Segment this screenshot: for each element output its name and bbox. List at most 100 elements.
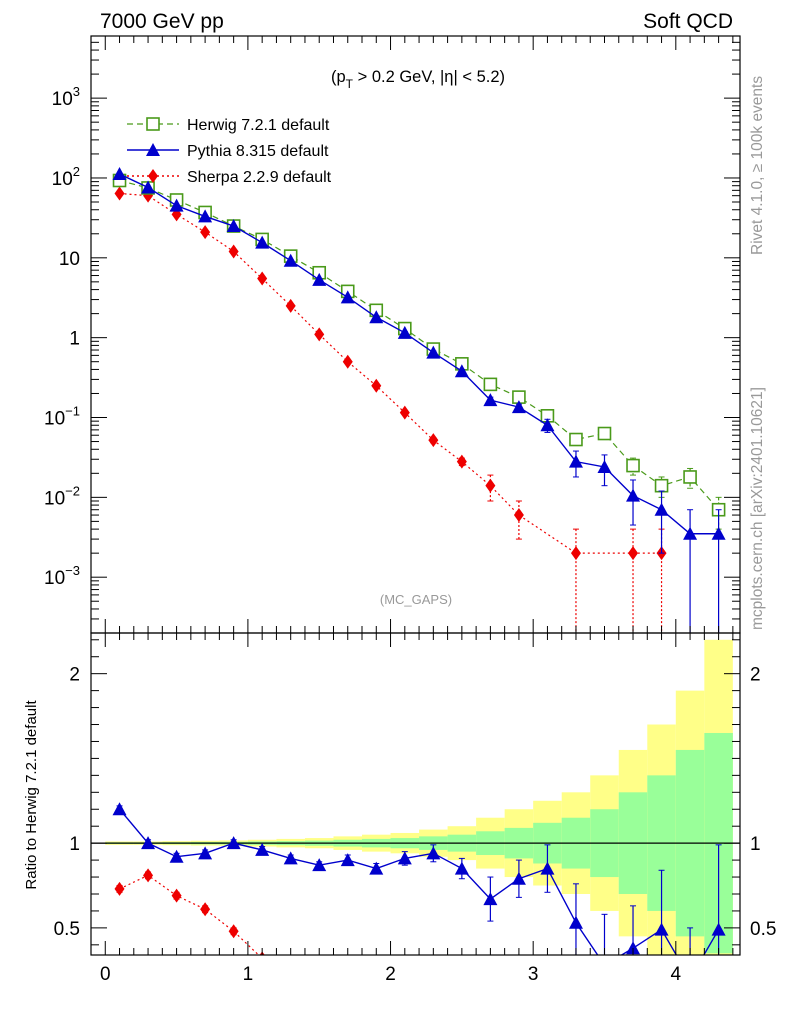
cut-label-sub: T [346, 77, 354, 91]
pythia-point [483, 393, 498, 407]
pythia-ratio-point [226, 836, 241, 850]
pythia-point [568, 454, 583, 468]
sherpa-point [513, 508, 524, 523]
pythia-point [454, 364, 469, 378]
pythia-point [312, 272, 327, 286]
pythia-ratio-line [118, 808, 720, 955]
ratio-ytick-label-left: 0.5 [54, 919, 80, 940]
watermark: (MC_GAPS) [380, 592, 452, 607]
pythia-ratio-point [683, 972, 697, 985]
main-ytick-base: 10 [52, 169, 73, 190]
pythia-ratio-point [169, 849, 184, 863]
header-right: Soft QCD [643, 10, 733, 33]
pythia-ratio-point [312, 858, 327, 872]
legend-sherpa-marker [148, 169, 158, 183]
pythia-ratio-point [397, 851, 412, 865]
sherpa-ratio-point [200, 902, 211, 917]
pythia-point [711, 526, 726, 540]
main-ytick-base: 10 [44, 568, 65, 589]
sherpa-point [570, 546, 581, 561]
pythia-ratio-point [340, 853, 355, 867]
pythia-point [112, 167, 127, 181]
x-tick-label: 0 [100, 964, 111, 985]
pythia-ratio-point [454, 861, 469, 875]
main-ytick-label: 10−1 [44, 404, 80, 430]
pythia-point [683, 526, 698, 540]
main-ytick-label: 103 [52, 84, 80, 110]
pythia-point [226, 219, 241, 233]
pythia-ratio-point [626, 941, 641, 955]
legend-herwig-label: Herwig 7.2.1 default [187, 117, 330, 134]
pythia-point [540, 418, 555, 432]
x-axis-ticks: 0 1 2 3 4 [100, 36, 734, 985]
pythia-point [654, 502, 669, 516]
main-ytick-label: 10−2 [44, 483, 80, 509]
pythia-ratio-point [568, 915, 583, 929]
legend: Herwig 7.2.1 default Pythia 8.315 defaul… [127, 117, 332, 186]
cut-label-open: (p [331, 68, 346, 86]
sherpa-ratio-line [119, 874, 260, 955]
mcplots-label: mcplots.cern.ch [arXiv:2401.10621] [749, 387, 766, 630]
pythia-point [283, 253, 298, 267]
pythia-ratio-point [283, 851, 298, 865]
main-ytick-exponent: −1 [65, 404, 80, 419]
sherpa-ratio-point [171, 888, 182, 903]
sherpa-line [119, 192, 662, 554]
pythia-ratio-point [654, 922, 669, 936]
rivet-label: Rivet 4.1.0, ≥ 100k events [749, 76, 766, 255]
herwig-point [569, 432, 583, 447]
legend-herwig: Herwig 7.2.1 default [127, 117, 330, 134]
legend-sherpa-label: Sherpa 2.2.9 default [187, 169, 332, 186]
pythia-point [141, 180, 156, 194]
legend-herwig-marker [146, 117, 160, 131]
pythia-point [511, 400, 526, 414]
ratio-axis-ticks: 0.5 0.5 1 1 2 2 [54, 639, 776, 946]
herwig-point [626, 458, 640, 473]
sherpa-point [228, 244, 239, 259]
ratio-bands [105, 639, 733, 955]
pythia-point [397, 325, 412, 339]
main-ytick-base: 10 [44, 488, 65, 509]
pythia-point [626, 488, 641, 502]
pythia-point [597, 459, 612, 473]
main-ytick-exponent: 3 [73, 84, 80, 99]
ratio-ylabel: Ratio to Herwig 7.2.1 default [23, 700, 40, 890]
sherpa-ratio-point [228, 924, 239, 939]
pythia-point [426, 345, 441, 359]
main-ytick-label: 1 [69, 329, 80, 350]
sherpa-point [200, 225, 211, 240]
x-tick-label: 4 [671, 964, 682, 985]
cut-label: (pT > 0.2 GeV, |η| < 5.2) [331, 68, 505, 91]
pythia-ratio-point [426, 846, 441, 860]
pythia-ratio-point [255, 842, 270, 856]
main-ytick-base: 10 [44, 409, 65, 430]
legend-sherpa: Sherpa 2.2.9 default [127, 169, 332, 186]
main-ytick-label: 102 [52, 164, 80, 190]
sherpa-ratio-point [143, 868, 154, 883]
ratio-ytick-label-right: 1 [750, 834, 761, 855]
ratio-ytick-label-right: 0.5 [750, 919, 776, 940]
main-ytick-exponent: 2 [73, 164, 80, 179]
sherpa-point [456, 454, 467, 469]
ratio-panel: 0.5 0.5 1 1 2 2 Ratio to Herwig 7.2.1 default [23, 632, 776, 985]
x-tick-label: 3 [528, 964, 539, 985]
sherpa-point [628, 546, 639, 561]
ratio-ytick-label-right: 2 [750, 665, 761, 686]
pythia-ratio-point [198, 846, 213, 860]
sherpa-point [371, 378, 382, 393]
legend-pythia-label: Pythia 8.315 default [187, 143, 329, 160]
sherpa-point [342, 354, 353, 369]
sherpa-point [485, 478, 496, 493]
herwig-line [119, 179, 720, 511]
herwig-point [654, 478, 669, 493]
pythia-ratio-point [369, 861, 384, 875]
pythia-line [119, 173, 719, 535]
pythia-point [198, 209, 213, 223]
herwig-point [683, 470, 697, 484]
herwig-point [597, 426, 612, 441]
sherpa-point [285, 298, 296, 313]
pythia-ratio-point [141, 836, 156, 850]
legend-pythia-marker [146, 143, 160, 156]
